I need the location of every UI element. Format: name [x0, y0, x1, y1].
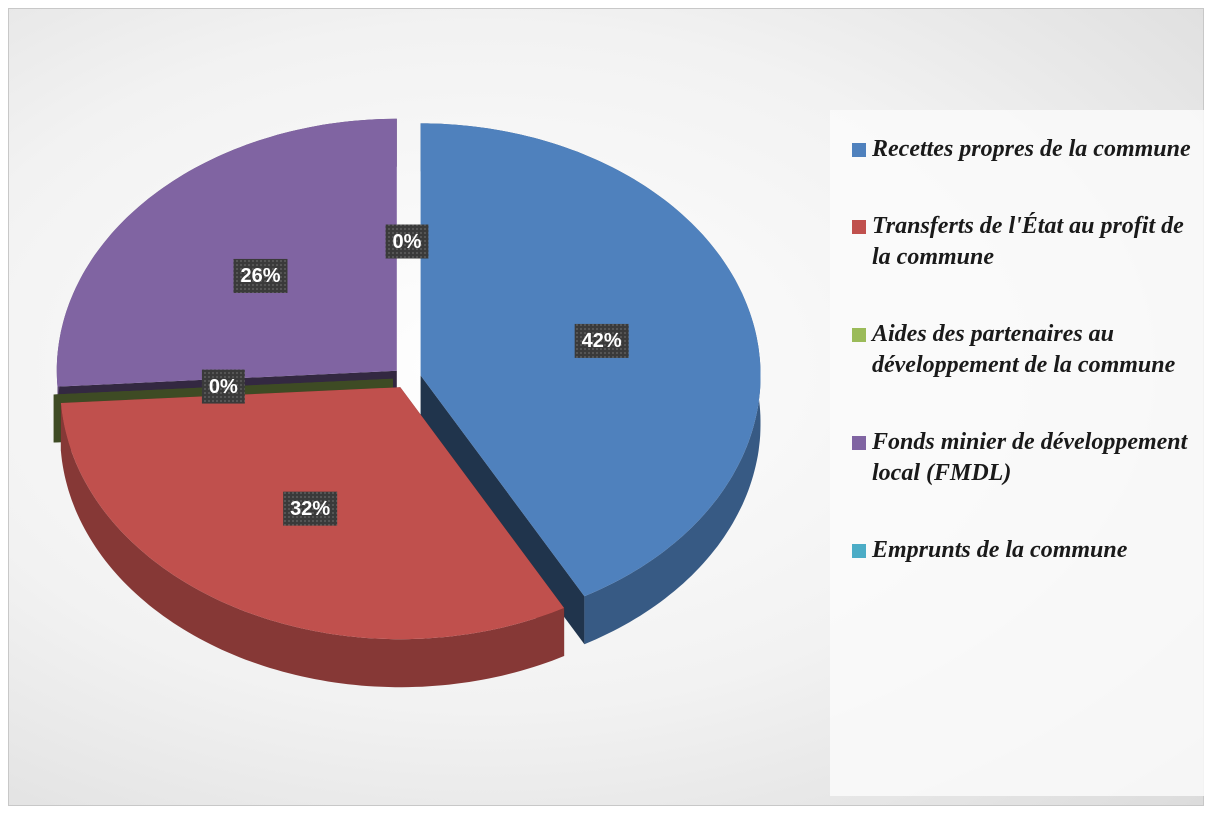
slice-top: [56, 118, 397, 387]
value-label: 0%: [393, 231, 422, 253]
legend-swatch: [852, 544, 866, 558]
pie-plot: 42% 32% 0% 26% 0%: [53, 118, 761, 688]
legend-swatch: [852, 328, 866, 342]
legend-swatch: [852, 220, 866, 234]
legend-swatch: [852, 143, 866, 157]
value-label: 0%: [209, 376, 238, 398]
slice: [420, 123, 761, 645]
value-label-box: [233, 258, 288, 293]
value-label-box: [283, 491, 338, 526]
legend-label: Aides des partenaires au développement d…: [872, 321, 1176, 378]
value-label: 42%: [582, 330, 622, 352]
legend-item: Emprunts de la commune: [850, 535, 1194, 566]
value-label: 26%: [240, 265, 280, 287]
value-label-box: [201, 369, 245, 404]
legend-item: Fonds minier de développement local (FMD…: [850, 427, 1194, 489]
legend-label: Recettes propres de la commune: [872, 136, 1191, 162]
legend-item: Recettes propres de la commune: [850, 134, 1194, 165]
legend-item: Aides des partenaires au développement d…: [850, 319, 1194, 381]
value-label-box: [385, 224, 429, 259]
legend-label: Emprunts de la commune: [872, 537, 1128, 563]
value-label: 32%: [290, 498, 330, 520]
value-label-box: [574, 323, 629, 358]
slice-wall: [60, 403, 565, 688]
legend-swatch: [852, 436, 866, 450]
legend-label: Transferts de l'État au profit de la com…: [872, 213, 1184, 270]
legend-label: Fonds minier de développement local (FMD…: [872, 429, 1188, 486]
legend-item: Transferts de l'État au profit de la com…: [850, 211, 1194, 273]
slice-top: [420, 123, 761, 597]
slice-side: [420, 375, 585, 645]
legend: Recettes propres de la commune Transferts…: [830, 110, 1204, 796]
